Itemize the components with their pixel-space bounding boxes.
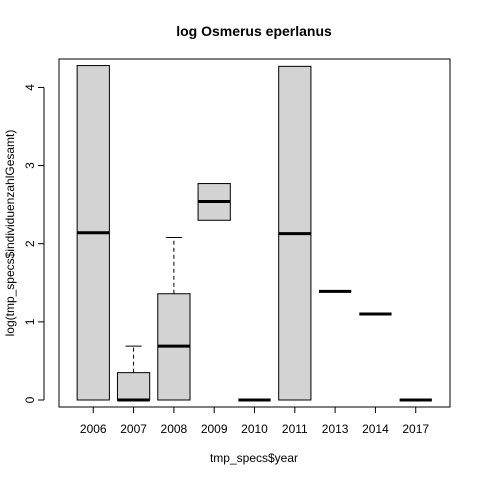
x-tick-label: 2006	[80, 422, 107, 436]
x-tick-label: 2008	[161, 422, 188, 436]
box-2007	[116, 345, 151, 402]
box-2006	[76, 65, 110, 401]
chart-title: log Osmerus eperlanus	[176, 23, 332, 39]
boxes-group	[76, 65, 432, 402]
x-tick-label: 2014	[362, 422, 389, 436]
y-tick-label: 4	[23, 84, 37, 91]
plot-frame	[58, 58, 451, 408]
x-tick-label: 2009	[201, 422, 228, 436]
x-tick-label: 2011	[282, 422, 308, 436]
x-tick-label: 2010	[241, 422, 268, 436]
y-tick-label: 3	[23, 162, 37, 169]
y-axis-label: log(tmp_specs$individuenzahlGesamt)	[3, 130, 17, 337]
y-tick-label: 1	[23, 318, 37, 325]
y-axis: 0 1 2 3 4	[23, 84, 45, 403]
x-tick-label: 2007	[120, 422, 147, 436]
x-axis-label: tmp_specs$year	[210, 451, 298, 465]
x-axis: 2006 2007 2008 2009 2010 2011 2013 2014 2017	[80, 406, 429, 436]
x-tick-label: 2013	[322, 422, 349, 436]
box-2009	[197, 183, 231, 221]
box-body	[116, 372, 151, 401]
box-2011	[278, 65, 312, 401]
y-tick-label: 2	[23, 240, 37, 247]
x-tick-label: 2017	[402, 422, 429, 436]
box-2008	[157, 236, 191, 401]
y-tick-label: 0	[23, 396, 37, 403]
